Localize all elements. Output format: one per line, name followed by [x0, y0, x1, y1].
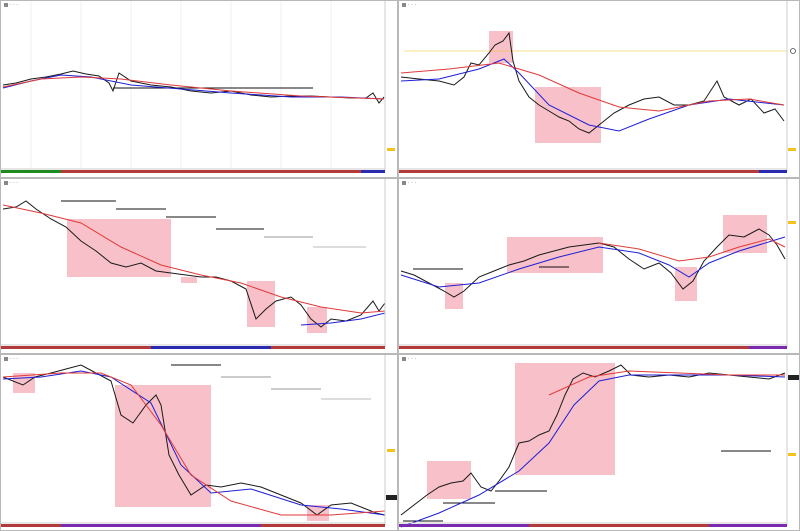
chart-window-2[interactable]: · · · — [398, 0, 800, 178]
current-price-tag — [386, 495, 397, 500]
highlight-zone — [307, 307, 327, 333]
price-chart[interactable] — [1, 1, 398, 178]
price-series — [2, 364, 386, 516]
current-price-tag — [788, 375, 799, 380]
highlight-zone — [181, 277, 197, 283]
window-title-text: · · · — [408, 356, 416, 362]
price-chart[interactable] — [399, 179, 800, 354]
time-axis — [399, 522, 787, 527]
price-series — [400, 228, 786, 298]
ma-slow-line — [548, 370, 785, 396]
chart-window-title: · · · — [402, 2, 416, 8]
price-chart[interactable] — [399, 355, 800, 531]
level-lines — [61, 200, 366, 248]
price-chart[interactable] — [1, 179, 398, 354]
chart-window-title: · · · — [4, 180, 18, 186]
symbol-icon — [4, 2, 8, 7]
time-axis — [1, 344, 385, 349]
highlight-zone — [445, 283, 463, 309]
price-marker-yellow — [788, 453, 796, 456]
time-axis — [1, 522, 385, 527]
ma-fast-line — [300, 312, 386, 326]
ma-slow-line — [400, 62, 785, 112]
window-title-text: · · · — [10, 2, 18, 8]
highlight-zone — [723, 215, 767, 253]
chart-window-title: · · · — [4, 2, 18, 8]
ma-slow-line — [2, 372, 386, 516]
ma-slow-line — [2, 204, 386, 314]
highlight-zone — [307, 505, 329, 521]
price-series — [2, 200, 386, 328]
time-axis — [399, 168, 787, 173]
price-series — [400, 31, 785, 134]
ma-slow-line — [2, 76, 385, 100]
chart-window-6[interactable]: · · · — [398, 354, 800, 531]
time-axis — [399, 344, 787, 349]
symbol-icon — [402, 180, 406, 185]
chart-window-title: · · · — [4, 356, 18, 362]
price-marker-yellow — [387, 449, 395, 452]
chart-window-1[interactable]: · · · — [0, 0, 398, 178]
highlight-zone — [67, 219, 171, 277]
chart-window-4[interactable]: · · · — [398, 178, 800, 354]
chart-window-title: · · · — [402, 180, 416, 186]
symbol-icon — [402, 2, 406, 7]
symbol-icon — [4, 180, 8, 185]
highlight-zone — [507, 237, 603, 273]
gear-icon[interactable] — [790, 48, 796, 54]
symbol-icon — [4, 356, 8, 361]
level-lines — [403, 450, 771, 522]
price-marker-yellow — [387, 148, 395, 151]
window-title-text: · · · — [10, 356, 18, 362]
highlight-zone — [675, 267, 697, 301]
ma-fast-line — [400, 236, 786, 288]
chart-window-title: · · · — [402, 356, 416, 362]
window-title-text: · · · — [10, 180, 18, 186]
window-title-text: · · · — [408, 180, 416, 186]
symbol-icon — [402, 356, 406, 361]
price-chart[interactable] — [399, 1, 800, 178]
grid — [30, 1, 332, 169]
price-chart[interactable] — [1, 355, 398, 531]
highlight-zone — [115, 385, 211, 507]
level-lines — [171, 364, 371, 400]
price-marker-yellow — [788, 148, 796, 151]
price-series — [400, 364, 786, 516]
ma-slow-line — [598, 238, 786, 262]
chart-window-5[interactable]: · · · — [0, 354, 398, 531]
price-marker-yellow — [788, 221, 796, 224]
time-axis — [1, 168, 385, 173]
chart-window-3[interactable]: · · · — [0, 178, 398, 354]
highlight-zone — [247, 281, 275, 327]
ma-fast-line — [400, 374, 786, 528]
window-title-text: · · · — [408, 2, 416, 8]
